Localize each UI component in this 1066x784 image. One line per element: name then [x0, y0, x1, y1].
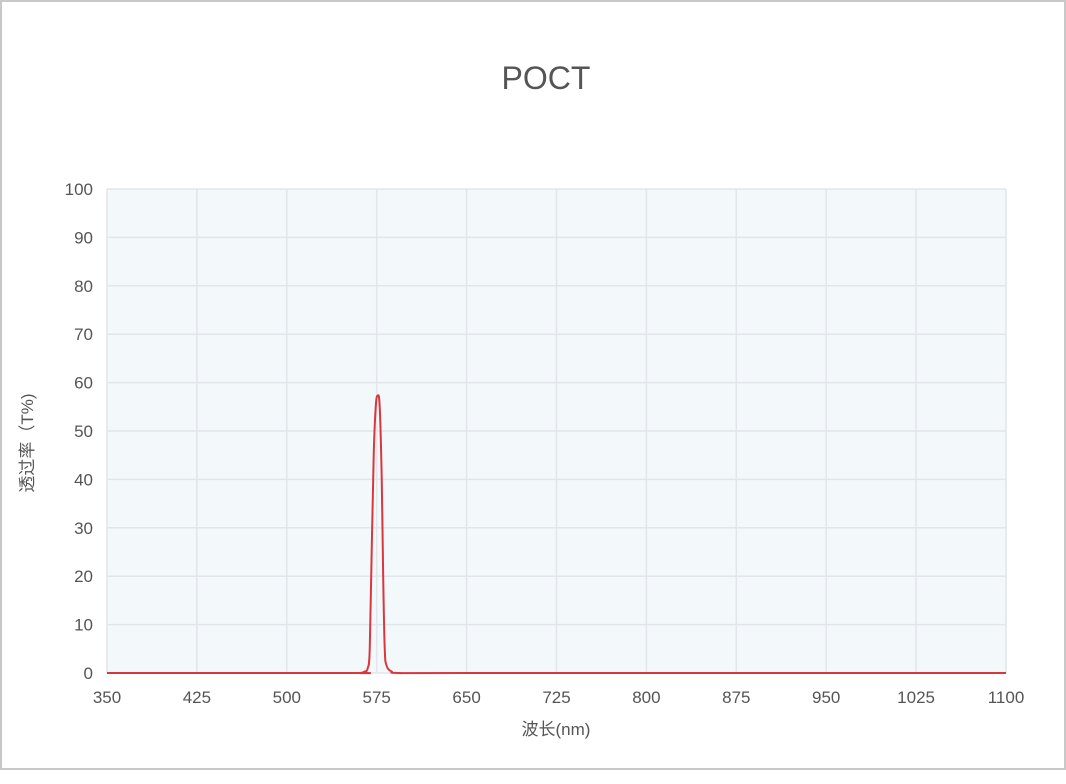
y-tick-label: 20: [74, 567, 93, 586]
x-tick-label: 725: [542, 688, 570, 707]
x-axis-label: 波长(nm): [522, 720, 591, 739]
x-tick-label: 1100: [988, 688, 1025, 707]
x-tick-label: 575: [363, 688, 391, 707]
y-tick-label: 0: [84, 664, 93, 683]
x-tick-label: 650: [452, 688, 480, 707]
y-tick-label: 70: [74, 325, 93, 344]
x-tick-label: 350: [93, 688, 121, 707]
x-tick-label: 950: [812, 688, 840, 707]
series-line: [107, 394, 1006, 675]
y-tick-label: 30: [74, 519, 93, 538]
x-tick-label: 800: [632, 688, 660, 707]
x-tick-label: 1025: [897, 688, 935, 707]
x-tick-label: 500: [273, 688, 301, 707]
x-tick-label: 875: [722, 688, 750, 707]
chart-title: POCT: [502, 60, 591, 96]
y-tick-label: 10: [74, 616, 93, 635]
x-tick-label: 425: [183, 688, 211, 707]
y-axis-label: 透过率（T%): [18, 393, 37, 492]
y-tick-label: 50: [74, 422, 93, 441]
y-tick-label: 90: [74, 228, 93, 247]
y-tick-label: 40: [74, 470, 93, 489]
y-tick-label: 60: [74, 374, 93, 393]
y-tick-label: 100: [65, 180, 93, 199]
y-tick-label: 80: [74, 277, 93, 296]
